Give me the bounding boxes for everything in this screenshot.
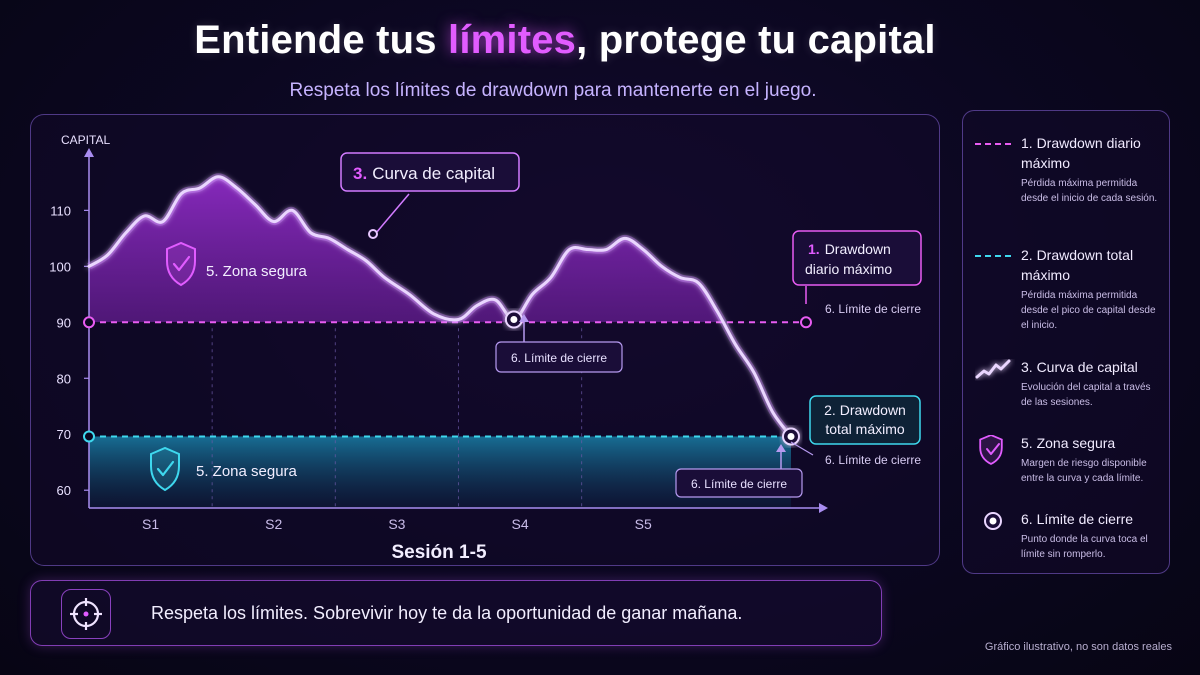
svg-text:6. Límite de cierre: 6. Límite de cierre (825, 302, 921, 316)
title-post: , protege tu capital (576, 18, 936, 62)
total-drawdown-callout: 2. Drawdown total máximo 6. Límite de ci… (790, 395, 921, 467)
footer-message-box: Respeta los límites. Sobrevivir hoy te d… (30, 580, 882, 646)
y-axis-arrow (84, 148, 94, 157)
svg-text:6. Límite de cierre: 6. Límite de cierre (825, 453, 921, 467)
svg-text:3.Curva de capital: 3. Curva de capital (353, 164, 495, 183)
y-tick-label: 70 (57, 427, 71, 442)
x-ticks: S1 S2 S3 S4 S5 (142, 516, 652, 532)
total-line-start-marker (83, 430, 95, 443)
svg-text:6. Límite de cierre: 6. Límite de cierre (691, 477, 787, 491)
x-tick-label: S5 (635, 516, 652, 532)
footer-message: Respeta los límites. Sobrevivir hoy te d… (151, 603, 743, 623)
x-axis-label: Sesión 1-5 (391, 542, 486, 563)
page-title: Entiende tus límites, protege tu capital (0, 18, 1130, 63)
daily-line-end-marker (800, 316, 812, 329)
safe-zone-label-top: 5. Zona segura (166, 241, 308, 287)
svg-text:total máximo: total máximo (825, 421, 905, 437)
title-pre: Entiende tus (194, 18, 448, 62)
safe-zone-total (89, 436, 791, 508)
y-axis-label: CAPITAL (61, 133, 110, 147)
x-tick-label: S1 (142, 516, 159, 532)
daily-drawdown-callout: 1. Drawdown diario máximo 6. Límite de ci… (792, 230, 922, 316)
legend-panel: 1. Drawdown diario máximo Pérdida máxima… (962, 110, 1170, 574)
safe-zone-daily (89, 176, 791, 323)
dashed-cyan-line-icon (975, 255, 1015, 257)
shield-check-icon (166, 241, 196, 287)
y-ticks: 60 70 80 90 100 110 (49, 203, 89, 498)
svg-text:2. Drawdown: 2. Drawdown (824, 402, 906, 418)
y-tick-label: 80 (57, 371, 71, 386)
crosshair-icon (61, 589, 111, 639)
y-tick-label: 60 (57, 483, 71, 498)
shield-check-icon (150, 446, 180, 492)
safe-zone-label-bottom: 5. Zona segura (150, 446, 298, 492)
title-highlight: límites (448, 18, 577, 62)
y-tick-label: 100 (49, 259, 71, 274)
close-limit-callout-1: 6. Límite de cierre (495, 314, 623, 373)
x-tick-label: S2 (265, 516, 282, 532)
touch-points (504, 310, 800, 446)
capital-chart: CAPITAL 60 70 80 90 100 110 S1 S2 S3 S4 S5 Sesión… (49, 133, 922, 563)
close-limit-point-core (787, 432, 795, 440)
y-tick-label: 110 (50, 203, 71, 218)
x-axis-arrow (819, 503, 828, 513)
svg-text:5. Zona segura: 5. Zona segura (206, 263, 308, 280)
close-limit-point-core (510, 316, 518, 324)
svg-text:diario máximo: diario máximo (805, 261, 892, 277)
svg-text:6. Límite de cierre: 6. Límite de cierre (511, 351, 607, 365)
svg-text:1.Drawdown: 1. Drawdown (808, 241, 891, 257)
daily-line-start-marker (83, 316, 95, 329)
capital-curve (87, 175, 793, 438)
curve-callout-num: 3. (353, 164, 367, 183)
trend-line-icon (975, 359, 1011, 379)
chart-panel: CAPITAL 60 70 80 90 100 110 S1 S2 S3 S4 S5 Sesión… (30, 114, 940, 566)
disclaimer-note: Gráfico ilustrativo, no son datos reales (984, 641, 1172, 653)
target-dot-icon (984, 512, 1002, 530)
dashed-pink-line-icon (975, 143, 1015, 145)
shield-check-icon (979, 435, 1003, 465)
close-limit-callout-2: 6. Límite de cierre (675, 444, 803, 498)
x-tick-label: S4 (511, 516, 528, 532)
curve-callout: 3. Curva de capital (340, 152, 520, 239)
page-subtitle: Respeta los límites de drawdown para man… (289, 80, 817, 101)
svg-text:5. Zona segura: 5. Zona segura (196, 463, 298, 480)
x-tick-label: S3 (388, 516, 405, 532)
curve-callout-text: Curva de capital (372, 164, 495, 183)
y-tick-label: 90 (57, 315, 71, 330)
